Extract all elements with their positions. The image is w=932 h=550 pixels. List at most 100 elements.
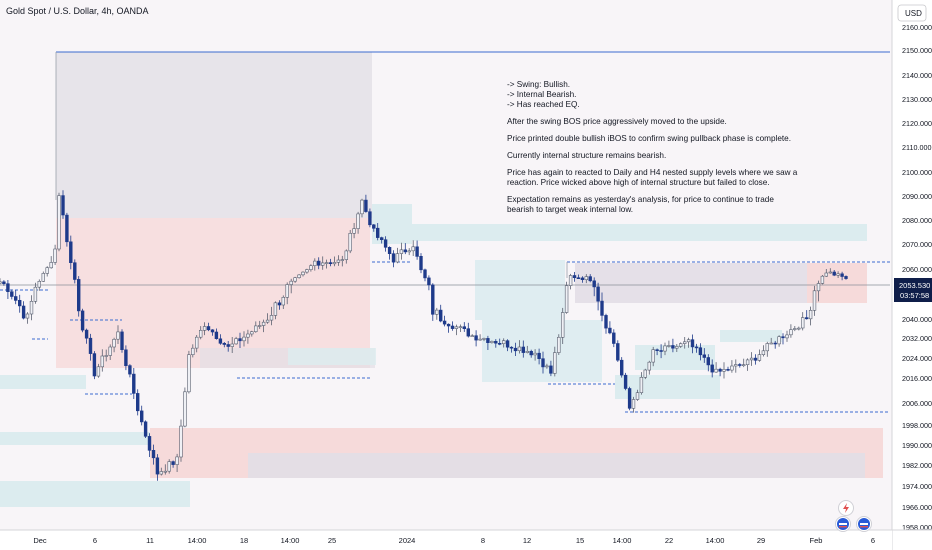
bull-candle: [324, 262, 329, 264]
bear-candle: [132, 373, 136, 394]
bear-candle: [446, 323, 451, 327]
bull-candle: [395, 253, 400, 263]
bear-candle: [415, 246, 419, 257]
bear-candle: [65, 214, 69, 243]
bear-candle: [206, 326, 211, 331]
bear-candle: [140, 410, 144, 423]
bull-candle: [560, 312, 565, 338]
bear-candle: [124, 349, 128, 366]
bull-candle: [820, 275, 825, 284]
bull-candle: [808, 309, 813, 320]
us-flag-icon: [837, 518, 849, 530]
bull-candle: [37, 280, 42, 288]
bear-candle: [143, 421, 148, 437]
bull-candle: [250, 331, 254, 335]
bull-candle: [281, 296, 285, 306]
bear-candle: [226, 344, 230, 347]
bull-candle: [411, 246, 415, 252]
bull-candle: [356, 213, 360, 229]
chart-title: Gold Spot / U.S. Dollar, 4h, OANDA: [6, 6, 149, 16]
bull-candle: [183, 391, 187, 427]
price-tick-label: 1966.000: [902, 503, 932, 512]
price-tick-label: 1974.000: [902, 482, 932, 491]
bear-candle: [238, 338, 242, 342]
countdown-label: 03:57:58: [900, 291, 929, 300]
bull-candle: [828, 271, 833, 274]
time-tick-label: Dec: [33, 536, 47, 545]
price-tick-label: 2090.000: [902, 192, 932, 201]
bull-candle: [789, 329, 793, 336]
demand-zone-right: [412, 224, 867, 241]
bear-candle: [706, 357, 711, 366]
bull-candle: [824, 272, 829, 277]
price-tick-label: 2032.000: [902, 334, 932, 343]
bull-candle: [163, 470, 167, 473]
currency-box[interactable]: [897, 4, 927, 22]
bear-candle: [505, 340, 510, 348]
bear-candle: [592, 280, 596, 288]
price-tick-label: 2160.000: [902, 23, 932, 32]
time-tick-label: 15: [576, 536, 584, 545]
bear-candle: [151, 449, 156, 459]
range-box-feb: [575, 263, 807, 303]
bear-candle: [804, 317, 809, 320]
time-tick-label: 6: [871, 536, 875, 545]
price-tick-label: 2080.000: [902, 216, 932, 225]
bull-candle: [407, 250, 411, 253]
bear-candle: [521, 346, 526, 353]
supply-zone-dec: [56, 218, 370, 368]
bull-candle: [714, 368, 718, 373]
bull-candle: [584, 276, 589, 281]
price-axis: USD 2160.000 2150.000 2140.000 2130.000 2120…: [891, 0, 932, 550]
annotation-gap: [507, 188, 807, 195]
bull-candle: [199, 329, 203, 338]
annotation-gap: [507, 161, 807, 168]
bull-candle: [297, 274, 301, 278]
bear-candle: [600, 300, 604, 316]
time-tick-label: 14:00: [706, 536, 725, 545]
bull-candle: [340, 259, 344, 261]
bull-candle: [741, 364, 746, 367]
price-tick-label: 2024.000: [902, 354, 932, 363]
bull-candle: [470, 335, 474, 338]
bull-candle: [643, 369, 648, 378]
us-event-icon-2[interactable]: [856, 516, 872, 532]
analysis-annotation: -> Swing: Bullish. -> Internal Bearish. ->…: [507, 80, 807, 215]
last-price-label: 2053.530: [899, 281, 930, 290]
bull-candle: [269, 315, 274, 321]
flash-event-icon[interactable]: [838, 500, 854, 516]
bear-candle: [222, 342, 226, 345]
time-tick-label: 6: [93, 536, 97, 545]
bear-candle: [710, 364, 714, 373]
bear-candle: [572, 275, 577, 279]
bull-candle: [175, 456, 179, 465]
bull-candle: [100, 355, 105, 368]
bull-candle: [816, 283, 821, 292]
bull-candle: [285, 284, 289, 298]
price-tick-label: 2110.000: [902, 143, 931, 152]
bear-candle: [781, 336, 785, 339]
zones-layer: [0, 52, 883, 507]
bull-candle: [45, 267, 49, 274]
bear-candle: [541, 358, 545, 368]
demand-zone-low: [0, 432, 150, 445]
bear-candle: [497, 342, 502, 345]
bear-candle: [604, 315, 608, 329]
bear-candle: [73, 262, 77, 280]
bull-candle: [179, 425, 183, 458]
last-price-tag: [894, 278, 932, 302]
bear-candle: [623, 374, 628, 389]
bull-candle: [812, 290, 817, 311]
annotation-line: After the swing BOS price aggressively m…: [507, 117, 727, 126]
range-box-dec: [56, 52, 372, 218]
price-tick-label: 2060.000: [902, 265, 932, 274]
time-labels: Dec 6 11 14:00 18 14:00 25 2024 8 12 15 14:00 22 14:0…: [33, 536, 875, 545]
bull-candle: [639, 376, 644, 393]
bear-candle: [6, 283, 10, 293]
us-event-icon-1[interactable]: [835, 516, 851, 532]
bear-candle: [580, 277, 585, 280]
annotation-line: Expectation remains as yesterday's analy…: [507, 195, 774, 204]
bull-candle: [765, 343, 770, 352]
bull-candle: [195, 336, 199, 349]
